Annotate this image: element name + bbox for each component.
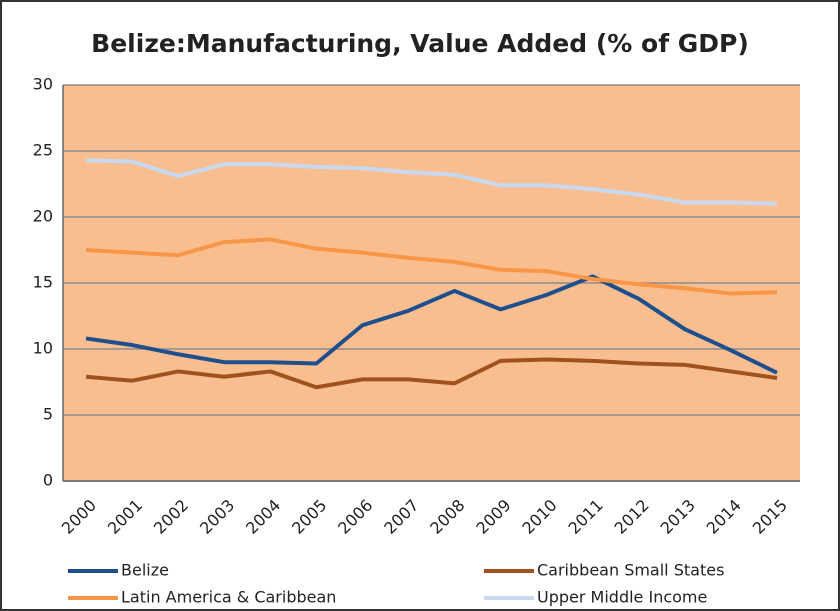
legend-label: Upper Middle Income bbox=[537, 588, 707, 607]
y-tick-label: 5 bbox=[43, 405, 53, 424]
series-line bbox=[85, 274, 778, 375]
legend-label: Belize bbox=[121, 561, 169, 580]
y-tick-label: 25 bbox=[33, 141, 53, 160]
y-tick-label: 0 bbox=[43, 471, 53, 490]
chart-title: Belize:Manufacturing, Value Added (% of … bbox=[91, 29, 749, 58]
legend-label: Caribbean Small States bbox=[537, 561, 724, 580]
y-tick-label: 15 bbox=[33, 273, 53, 292]
legend-label: Latin America & Caribbean bbox=[121, 588, 336, 607]
y-tick-label: 20 bbox=[33, 207, 53, 226]
series-line bbox=[85, 158, 778, 206]
y-tick-label: 10 bbox=[33, 339, 53, 358]
y-tick-label: 30 bbox=[33, 75, 53, 94]
series-line bbox=[85, 237, 778, 296]
series-line bbox=[85, 357, 778, 390]
